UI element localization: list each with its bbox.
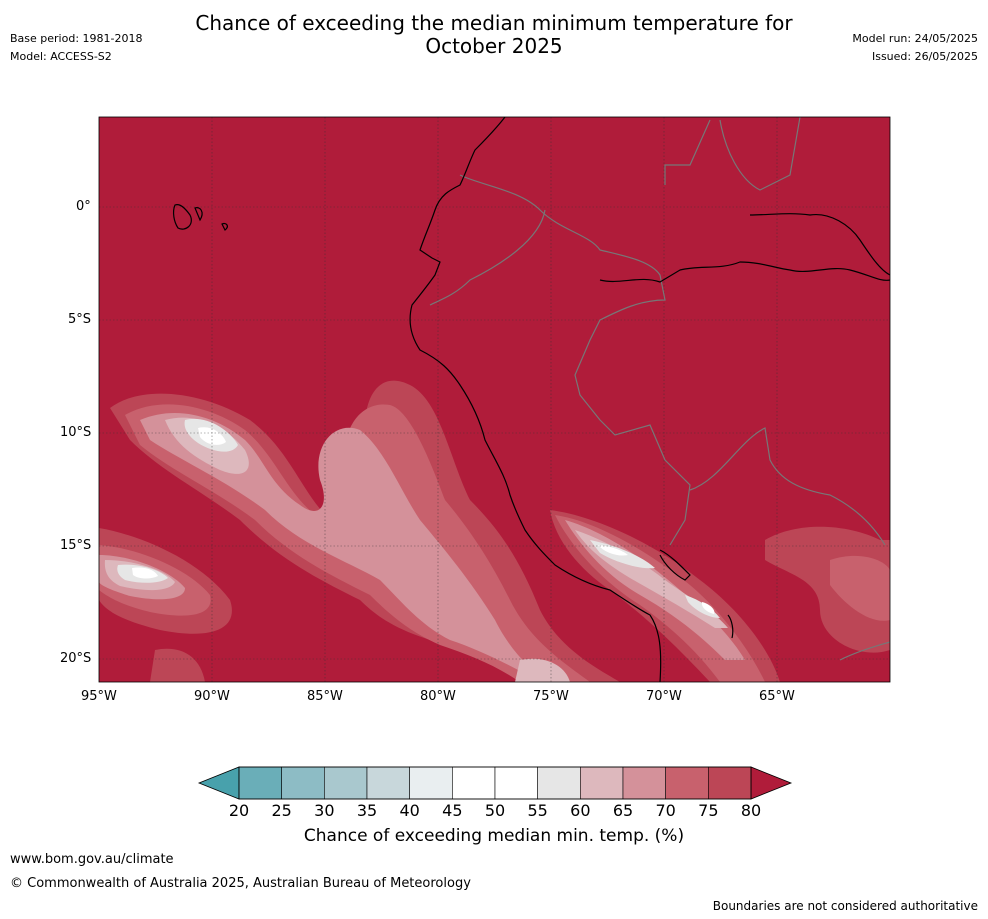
colorbar-cell [409, 766, 453, 800]
colorbar-tick-label: 60 [570, 801, 591, 820]
colorbar-frame [238, 766, 752, 800]
colorbar-tick-label: 35 [356, 801, 378, 820]
colorbar-tick-label: 40 [399, 801, 420, 820]
lat-label-15s: 15°S [60, 538, 92, 553]
colorbar-cell [238, 766, 282, 800]
lat-label-10s: 10°S [60, 425, 92, 440]
meta-left: Base period: 1981-2018 Model: ACCESS-S2 [10, 30, 142, 66]
colorbar-tick-label: 75 [698, 801, 719, 820]
colorbar-cell [452, 766, 496, 800]
colorbar-tick-label: 65 [612, 801, 634, 820]
colorbar-extend-low [197, 766, 240, 800]
colorbar-cells [238, 766, 752, 800]
footer-url[interactable]: www.bom.gov.au/climate [10, 852, 174, 867]
colorbar-cell [494, 766, 538, 800]
colorbar-tick-label: 45 [442, 801, 463, 820]
footer-copyright: © Commonwealth of Australia 2025, Austra… [10, 876, 471, 891]
lat-label-0: 0° [76, 199, 91, 214]
colorbar-cell [622, 766, 666, 800]
colorbar-cell [665, 766, 709, 800]
colorbar-cell [580, 766, 624, 800]
colorbar-tick-label: 80 [740, 801, 762, 820]
lon-label-90w: 90°W [194, 689, 230, 704]
coastline [172, 117, 890, 682]
colorbar-tick-label: 20 [228, 801, 250, 820]
colorbar-cell [324, 766, 368, 800]
lon-label-65w: 65°W [759, 689, 795, 704]
colorbar-cell [281, 766, 325, 800]
model-name: Model: ACCESS-S2 [10, 50, 112, 63]
map-title: Chance of exceeding the median minimum t… [0, 12, 988, 58]
lon-label-80w: 80°W [420, 689, 456, 704]
country-boundaries [429, 117, 890, 661]
colorbar-label: Chance of exceeding median min. temp. (%… [303, 826, 685, 846]
colorbar-tick-label: 50 [484, 801, 506, 820]
lon-label-70w: 70°W [646, 689, 682, 704]
lon-label-75w: 75°W [533, 689, 569, 704]
colorbar-extend-high [750, 766, 793, 800]
colorbar-cell [366, 766, 410, 800]
colorbar-tick-label: 70 [655, 801, 676, 820]
base-period: Base period: 1981-2018 [10, 32, 143, 45]
lon-label-95w: 95°W [81, 689, 117, 704]
lon-label-85w: 85°W [307, 689, 343, 704]
map-frame [98, 116, 891, 683]
graticule [99, 117, 890, 682]
colorbar-tick-label: 30 [314, 801, 335, 820]
lat-label-5s: 5°S [68, 312, 92, 327]
title-line-2: October 2025 [425, 34, 563, 58]
title-line-1: Chance of exceeding the median minimum t… [195, 11, 793, 35]
colorbar-tick-label: 25 [271, 801, 292, 820]
colorbar-tick-label: 55 [527, 801, 548, 820]
probability-shading [99, 380, 890, 682]
colorbar-cell [708, 766, 752, 800]
footer-disclaimer: Boundaries are not considered authoritat… [712, 899, 978, 913]
colorbar [197, 766, 793, 800]
lat-label-20s: 20°S [60, 651, 92, 666]
meta-right: Model run: 24/05/2025 Issued: 26/05/2025 [852, 30, 978, 66]
colorbar-cell [537, 766, 581, 800]
issued-date: Issued: 26/05/2025 [871, 50, 978, 63]
model-run: Model run: 24/05/2025 [852, 32, 978, 45]
